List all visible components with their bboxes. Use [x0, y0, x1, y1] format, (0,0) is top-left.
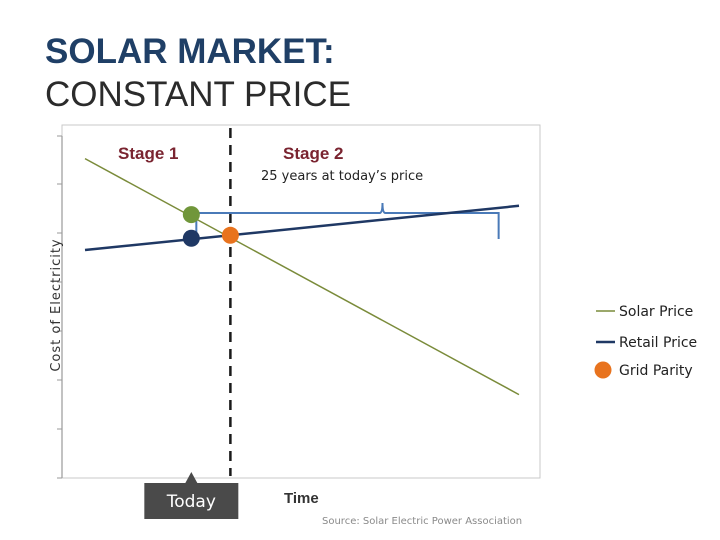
today-marker: [144, 472, 239, 519]
y-axis-title: Cost of Electricity: [49, 238, 64, 371]
legend-label-grid-parity: Grid Parity: [619, 363, 693, 379]
legend: Solar Price Retail Price Grid Parity: [594, 304, 697, 379]
marker-point-1: [182, 206, 200, 224]
legend-swatch-grid-parity: [594, 361, 612, 379]
range-bracket: [195, 202, 500, 239]
axes: [57, 124, 541, 479]
marker-point-2: [182, 229, 200, 247]
point-grid-parity: [221, 226, 239, 244]
series-layer: [84, 157, 520, 396]
series-line-solar-price: [84, 157, 520, 396]
title-line-2: CONSTANT PRICE: [45, 75, 351, 114]
legend-label-retail-price: Retail Price: [619, 335, 697, 351]
x-axis-title: Time: [284, 490, 319, 507]
series-line-retail-price: [84, 204, 520, 252]
bracket-text: 25 years at today’s price: [261, 169, 423, 184]
slide-title: SOLAR MARKET: CONSTANT PRICE: [45, 34, 351, 112]
points-layer: [182, 206, 239, 247]
legend-label-solar-price: Solar Price: [619, 304, 693, 320]
source-note: Source: Solar Electric Power Association: [322, 516, 522, 527]
title-line-1: SOLAR MARKET:: [45, 32, 335, 71]
stage-2-label: Stage 2: [283, 144, 343, 163]
stage-1-label: Stage 1: [118, 144, 178, 163]
today-label: Today: [166, 492, 216, 512]
